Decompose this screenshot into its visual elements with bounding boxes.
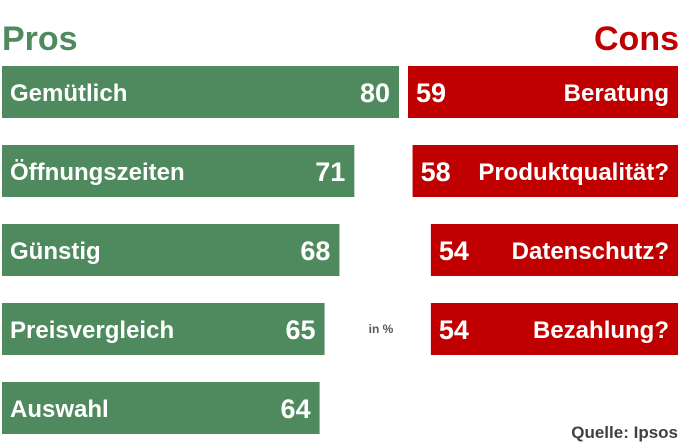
pros-bar-value: 68 <box>300 236 330 266</box>
unit-note: in % <box>369 322 394 336</box>
pros-bar <box>2 303 325 355</box>
cons-bar-label: Beratung <box>564 80 669 107</box>
cons-bar-value: 54 <box>439 315 469 345</box>
pros-bar-value: 71 <box>315 157 345 187</box>
pros-bars: Gemütlich 80 Öffnungszeiten 71 Günstig 68 Prei… <box>2 66 399 434</box>
cons-bar <box>430 224 678 276</box>
pros-bar-label: Auswahl <box>10 396 109 423</box>
cons-title: Cons <box>594 20 679 58</box>
cons-bars: 59 Beratung 58 Produktqualität? 54 Datenschut… <box>408 66 678 355</box>
pros-bar-label: Gemütlich <box>10 80 127 107</box>
cons-bar <box>430 303 678 355</box>
cons-bar-value: 59 <box>416 78 446 108</box>
pros-title: Pros <box>2 20 78 58</box>
pros-bar-value: 65 <box>286 315 316 345</box>
cons-bar-label: Produktqualität? <box>478 159 669 186</box>
pros-bar-label: Günstig <box>10 238 101 265</box>
pros-bar <box>2 66 399 118</box>
cons-bar-value: 58 <box>421 157 451 187</box>
pros-bar <box>2 382 320 434</box>
cons-bar <box>408 66 678 118</box>
pros-bar-label: Öffnungszeiten <box>10 159 185 186</box>
cons-bar-value: 54 <box>439 236 469 266</box>
pros-bar <box>2 145 355 197</box>
pros-bar <box>2 224 340 276</box>
cons-bar <box>412 145 678 197</box>
pros-bar-value: 64 <box>281 394 311 424</box>
pros-bar-value: 80 <box>360 78 390 108</box>
pros-bar-label: Preisvergleich <box>10 317 174 344</box>
source-note: Quelle: Ipsos <box>571 423 678 442</box>
cons-bar-label: Datenschutz? <box>512 238 669 265</box>
cons-bar-label: Bezahlung? <box>533 317 669 344</box>
